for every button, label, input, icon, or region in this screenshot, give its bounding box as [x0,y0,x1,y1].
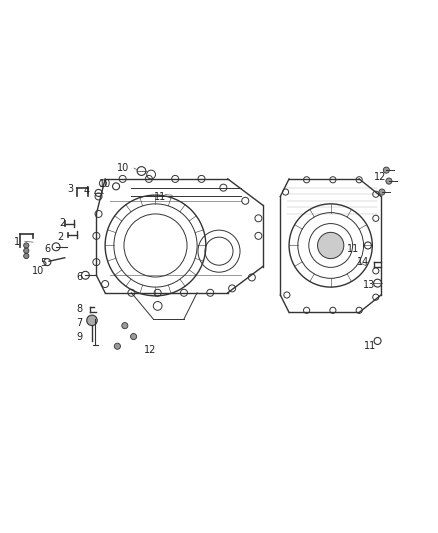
Text: 11: 11 [346,244,359,254]
Text: 12: 12 [144,345,156,355]
Circle shape [386,178,392,184]
Circle shape [131,334,137,340]
Circle shape [24,243,29,248]
Circle shape [24,248,29,253]
Circle shape [87,315,97,326]
Circle shape [318,232,344,259]
Circle shape [379,189,385,195]
Circle shape [383,167,389,173]
Text: 6: 6 [44,244,50,254]
Text: 10: 10 [117,163,130,173]
Text: 10: 10 [32,266,44,276]
Text: 8: 8 [77,304,83,314]
Text: 14: 14 [357,257,370,267]
Text: 10: 10 [99,179,111,189]
Text: 7: 7 [77,318,83,328]
Text: 2: 2 [59,217,65,228]
Text: 11: 11 [154,192,166,203]
Text: 4: 4 [84,186,90,196]
Circle shape [114,343,120,349]
Text: 2: 2 [57,232,64,242]
Text: 11: 11 [364,341,376,351]
Text: 1: 1 [14,237,20,247]
Circle shape [24,253,29,259]
Text: 13: 13 [363,280,375,290]
Text: 3: 3 [67,183,73,193]
Text: 6: 6 [77,272,83,282]
Text: 12: 12 [374,172,386,182]
Circle shape [122,322,128,329]
Text: 9: 9 [77,333,83,343]
Text: 5: 5 [40,258,46,268]
